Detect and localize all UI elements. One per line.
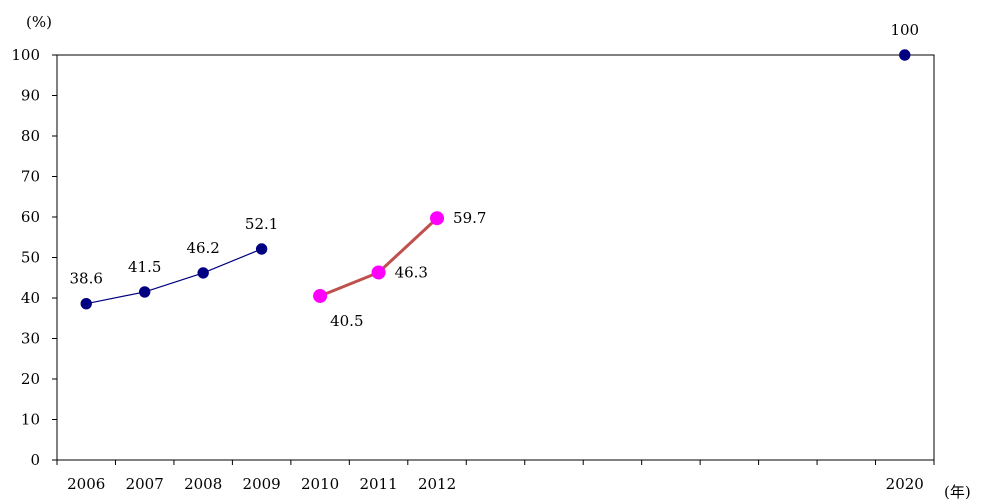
x-tick-label: 2020 bbox=[886, 475, 924, 493]
y-tick-label: 30 bbox=[21, 330, 40, 348]
y-tick-label: 20 bbox=[21, 370, 40, 388]
x-axis-ticks: 2006 2007 2008 2009 2010 2011 2012 2020 bbox=[56, 460, 935, 493]
x-axis-unit-label: (年) bbox=[944, 483, 971, 499]
plot-area bbox=[56, 54, 935, 461]
data-label: 41.5 bbox=[128, 258, 161, 276]
x-tick-label: 2010 bbox=[301, 475, 339, 493]
data-point bbox=[899, 49, 911, 61]
data-point bbox=[80, 297, 92, 310]
y-tick-label: 60 bbox=[21, 208, 40, 226]
data-label: 40.5 bbox=[330, 312, 363, 330]
data-label: 46.3 bbox=[395, 263, 428, 281]
data-point bbox=[139, 286, 151, 298]
data-label: 46.2 bbox=[186, 239, 219, 257]
y-tick-label: 90 bbox=[21, 87, 40, 105]
data-label: 52.1 bbox=[245, 215, 278, 233]
data-label: 100 bbox=[890, 21, 919, 39]
series-points bbox=[80, 49, 911, 310]
data-labels: 38.6 41.5 46.2 52.1 40.5 46.3 59.7 100 bbox=[70, 21, 920, 330]
x-tick-label: 2011 bbox=[359, 475, 397, 493]
x-tick-label: 2007 bbox=[126, 475, 164, 493]
data-point bbox=[313, 288, 328, 303]
y-tick-label: 50 bbox=[21, 249, 40, 267]
y-tick-label: 100 bbox=[11, 46, 40, 64]
x-tick-label: 2012 bbox=[418, 475, 456, 493]
x-tick-label: 2009 bbox=[243, 475, 281, 493]
x-tick-label: 2008 bbox=[184, 475, 222, 493]
y-tick-label: 40 bbox=[21, 289, 40, 307]
series-line bbox=[86, 248, 262, 305]
data-point bbox=[371, 265, 386, 280]
y-axis-unit-label: (%) bbox=[26, 13, 52, 31]
x-tick-label: 2006 bbox=[67, 475, 105, 493]
y-axis-ticks: 0 10 20 30 40 50 60 70 80 90 100 bbox=[11, 46, 57, 469]
data-point bbox=[255, 243, 268, 255]
data-label: 59.7 bbox=[453, 209, 486, 227]
y-tick-label: 0 bbox=[30, 451, 40, 469]
y-tick-label: 10 bbox=[21, 411, 40, 429]
data-point bbox=[430, 211, 445, 226]
y-tick-label: 70 bbox=[21, 168, 40, 186]
data-label: 38.6 bbox=[70, 270, 103, 288]
y-tick-label: 80 bbox=[21, 127, 40, 145]
data-point bbox=[197, 267, 209, 279]
